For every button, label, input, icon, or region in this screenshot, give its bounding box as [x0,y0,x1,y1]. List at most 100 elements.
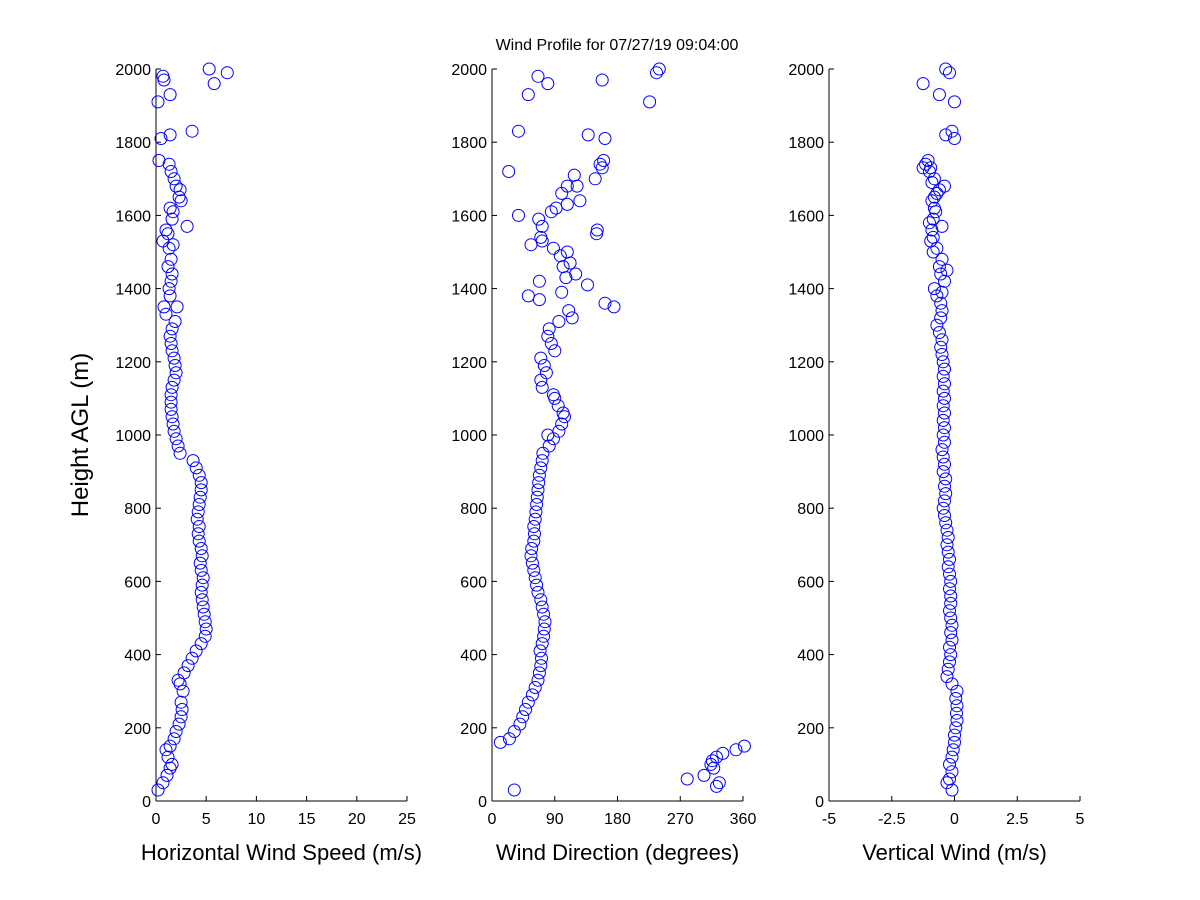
data-point [527,563,541,577]
data-point [164,274,178,288]
data-point [532,274,546,288]
data-point [165,212,179,226]
data-point [531,69,545,83]
data-point [169,366,183,380]
data-point [194,585,208,599]
data-point [537,622,551,636]
data-point [541,329,555,343]
data-point [533,644,547,658]
y-tick-label: 1800 [115,135,151,152]
data-point [949,721,963,735]
y-tick-label: 2000 [788,62,824,79]
data-point [546,241,560,255]
data-point [534,659,548,673]
data-point [945,750,959,764]
data-point [939,472,953,486]
data-point [560,197,574,211]
y-tick-label: 800 [460,501,487,518]
data-point [538,615,552,629]
data-point [562,304,576,318]
data-point [541,77,555,91]
data-point [945,633,959,647]
data-point [163,289,177,303]
x-tick-label: 5 [202,811,211,828]
data-point [551,399,565,413]
data-point [535,454,549,468]
y-tick-label: 0 [478,794,487,811]
data-point [544,205,558,219]
data-point [569,267,583,281]
data-point [525,688,539,702]
data-point [196,600,210,614]
data-point [607,300,621,314]
data-point [165,380,179,394]
data-point [650,66,663,80]
data-point [944,589,958,603]
data-point [948,728,961,742]
x-tick-label: -2.5 [878,811,906,828]
data-point [507,783,521,797]
data-point [926,230,940,244]
data-point [530,578,544,592]
data-point [528,571,542,585]
x-tick-label: -5 [822,811,836,828]
data-point [943,640,956,654]
data-point [186,454,200,468]
data-point [524,549,538,563]
data-point [945,765,959,779]
data-point [939,128,953,142]
data-point [935,443,949,457]
data-point [941,662,955,676]
data-point [195,549,209,563]
data-point [192,520,206,533]
data-point [945,677,959,691]
data-point [950,714,964,727]
data-point [588,172,602,186]
data-point [173,446,187,460]
data-point [597,154,611,167]
data-point [938,406,951,420]
data-point [534,230,548,244]
data-point [207,77,221,91]
data-point [167,732,181,746]
data-point [166,417,180,431]
data-point [948,132,961,145]
data-point [191,527,205,541]
data-point [202,62,216,76]
y-tick-label: 0 [815,794,824,811]
data-point [165,410,179,424]
data-point [157,300,171,314]
data-point [162,282,176,296]
data-point [936,450,950,464]
data-point [934,340,948,354]
data-point [927,201,941,215]
data-point [546,388,560,402]
data-point [189,461,203,475]
y-tick-label: 1800 [451,135,487,152]
data-point [532,212,546,226]
y-tick-label: 1200 [115,355,151,372]
data-point [710,750,723,764]
data-point [196,571,210,585]
data-point [943,604,956,618]
data-point [191,505,205,519]
data-point [164,165,178,178]
data-point [512,124,525,138]
data-point [697,768,711,782]
data-point [156,69,170,83]
data-point [164,388,178,402]
data-point [535,651,548,665]
data-point [185,124,199,138]
data-point [165,322,179,336]
data-point [530,490,544,504]
data-point [943,567,956,581]
data-point [950,706,963,720]
y-tick-label: 1400 [451,282,487,299]
data-point [919,157,933,171]
y-tick-label: 2000 [115,62,151,79]
data-point [164,395,178,409]
data-point [193,490,207,504]
data-point [940,263,954,277]
data-point [531,483,545,497]
data-point [946,743,960,757]
